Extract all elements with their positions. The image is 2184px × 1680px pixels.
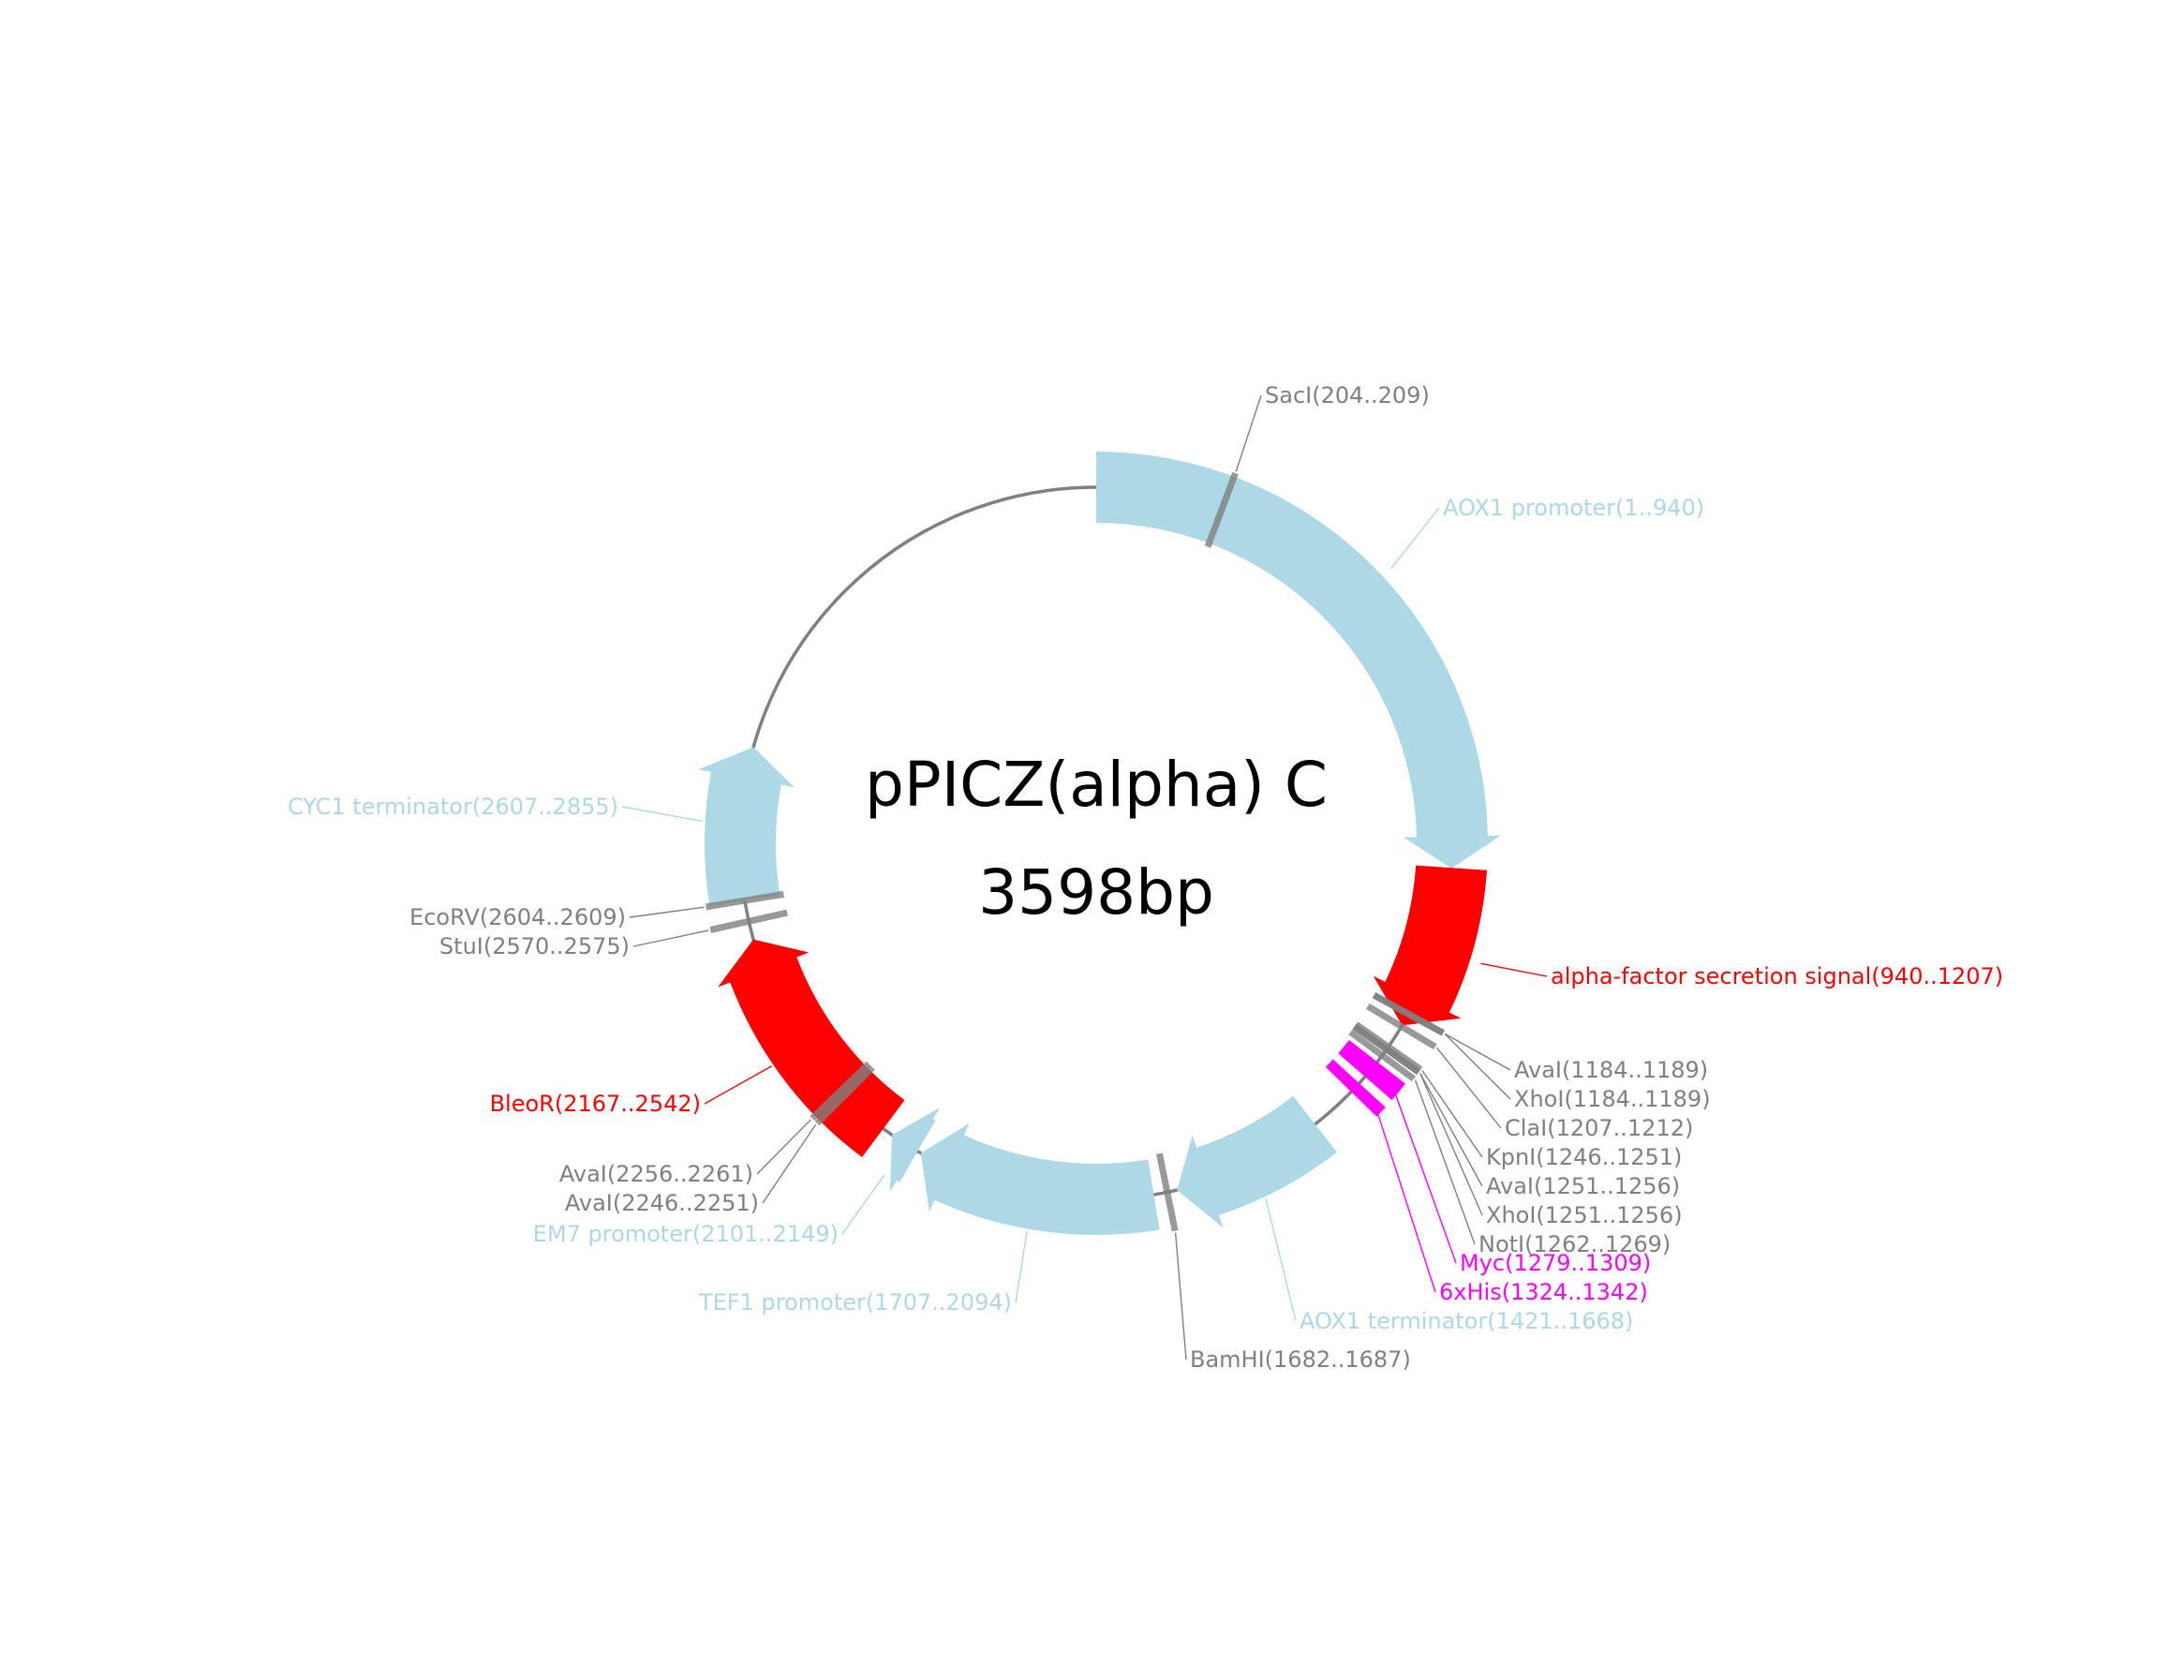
label-stui: StuI(2570..2575) [439,933,630,959]
leader-aval-1184 [1444,1033,1511,1071]
feature-6xhis [1325,1059,1386,1117]
site-mark-aval-2256 [810,1061,871,1122]
label-aox1-promoter: AOX1 promoter(1..940) [1443,495,1704,521]
label-aval-2246: AvaI(2246..2251) [565,1190,759,1216]
label-aox1-terminator: AOX1 terminator(1421..1668) [1300,1308,1633,1334]
label-myc: Myc(1279..1309) [1460,1250,1651,1276]
leader-noti [1414,1079,1476,1245]
leader-aox1-promoter [1390,507,1440,570]
leader-stui [632,929,709,947]
label-layer: AOX1 promoter(1..940) alpha-factor secret… [288,382,2003,1373]
site-mark-aval-2246 [814,1064,875,1126]
feature-layer [698,452,1501,1235]
site-layer [705,471,1445,1232]
label-aval-2256: AvaI(2256..2261) [559,1161,753,1187]
site-mark-xhoi-1251 [1352,1023,1421,1076]
label-clai: ClaI(1207..1212) [1505,1115,1693,1141]
leader-alpha-factor [1480,962,1548,977]
label-alpha-factor: alpha-factor secretion signal(940..1207) [1551,963,2003,989]
leader-cyc1-terminator [621,806,704,823]
leader-em7-promoter [841,1174,885,1235]
leader-layer [621,394,1548,1360]
label-ecorv: EcoRV(2604..2609) [409,904,626,930]
label-bleor: BleoR(2167..2542) [490,1091,701,1117]
leader-tef1-promoter [1015,1230,1028,1303]
leader-aval-2256 [756,1119,811,1175]
label-noti: NotI(1262..1269) [1478,1231,1671,1257]
site-mark-xhoi-1184 [1372,992,1445,1036]
label-xhoi-1251: XhoI(1251..1256) [1486,1202,1683,1228]
label-cyc1-terminator: CYC1 terminator(2607..2855) [288,794,618,820]
site-mark-clai [1366,1003,1437,1050]
leader-bleor [704,1065,773,1105]
label-em7-promoter: EM7 promoter(2101..2149) [533,1221,839,1247]
leader-xhoi-1251 [1419,1073,1483,1216]
feature-em7-promoter [890,1108,940,1192]
leader-6xhis [1374,1107,1436,1293]
leader-bamhi [1174,1232,1187,1360]
feature-cyc1-terminator [698,747,795,907]
label-tef1-promoter: TEF1 promoter(1707..2094) [698,1289,1012,1316]
feature-aox1-terminator [1177,1095,1337,1228]
site-mark-ecorv [705,890,784,911]
leader-saci [1235,394,1262,472]
label-kpni: KpnI(1246..1251) [1486,1144,1682,1170]
leader-aox1-terminator [1265,1197,1297,1322]
leader-clai [1436,1047,1502,1129]
label-aval-1184: AvaI(1184..1189) [1514,1057,1708,1083]
label-6xhis: 6xHis(1324..1342) [1439,1279,1648,1305]
label-bamhi: BamHI(1682..1687) [1190,1346,1411,1373]
feature-alpha-factor [1373,865,1488,1026]
feature-myc [1338,1039,1405,1101]
feature-aox1-promoter [1096,452,1501,869]
site-mark-saci [1204,471,1239,548]
plasmid-name: pPICZ(alpha) C [865,749,1328,821]
site-mark-bamhi [1155,1152,1179,1232]
label-xhoi-1184: XhoI(1184..1189) [1514,1086,1711,1112]
leader-ecorv [629,906,705,918]
site-mark-noti [1348,1029,1417,1082]
feature-bleor [718,939,905,1158]
leader-kpni [1421,1070,1483,1158]
leader-myc [1392,1087,1457,1264]
feature-tef1-promoter [920,1122,1160,1235]
label-saci: SacI(204..209) [1265,382,1430,409]
leader-xhoi-1184 [1444,1033,1511,1100]
leader-aval-2246 [762,1123,817,1204]
leader-aval-1251 [1419,1073,1483,1187]
site-mark-stui [709,909,788,933]
label-aval-1251: AvaI(1251..1256) [1486,1173,1680,1199]
plasmid-length: 3598bp [978,856,1214,929]
